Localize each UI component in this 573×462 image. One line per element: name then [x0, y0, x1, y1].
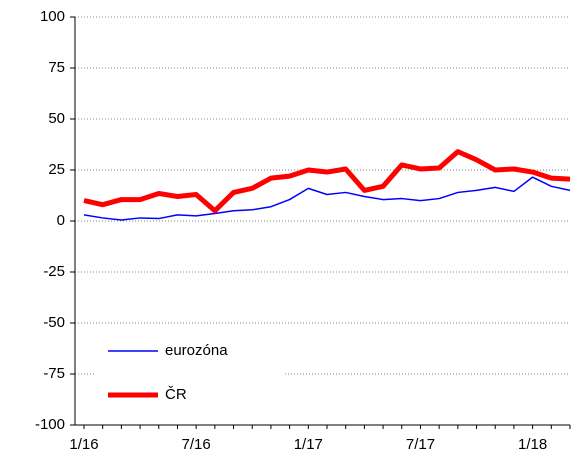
y-tick-label: -50	[43, 314, 65, 331]
y-tick-label: 75	[48, 59, 65, 76]
line-series	[83, 176, 571, 221]
legend-label: eurozóna	[165, 342, 228, 359]
y-tick-label: -75	[43, 365, 65, 382]
x-tick-label: 7/16	[182, 436, 211, 453]
y-tick-label: 25	[48, 161, 65, 178]
y-tick-label: -25	[43, 263, 65, 280]
y-tick-label: 100	[40, 8, 65, 25]
x-tick-label: 1/18	[518, 436, 547, 453]
y-tick-label: -100	[35, 416, 65, 433]
legend-box	[95, 328, 285, 418]
line-series	[83, 149, 571, 214]
x-tick-label: 1/17	[294, 436, 323, 453]
legend-label: ČR	[165, 386, 187, 403]
x-tick-label: 1/16	[69, 436, 98, 453]
x-tick-label: 7/17	[406, 436, 435, 453]
y-tick-label: 50	[48, 110, 65, 127]
y-tick-label: 0	[57, 212, 65, 229]
